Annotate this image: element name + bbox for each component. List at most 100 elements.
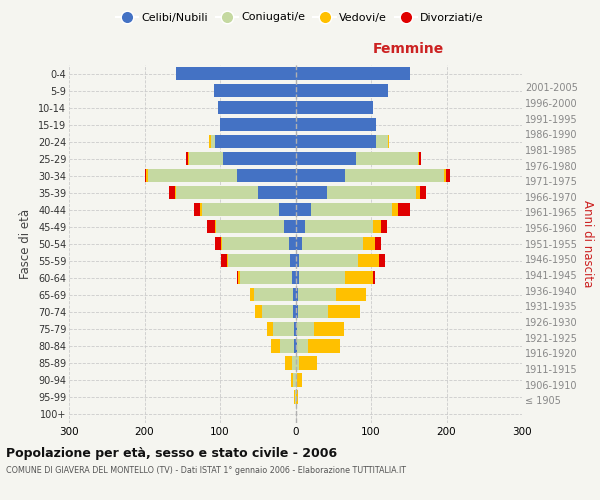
Bar	[236, 271, 238, 284]
Bar	[344, 271, 373, 284]
Bar	[416, 186, 420, 200]
Bar	[398, 203, 410, 216]
Bar	[373, 220, 381, 234]
Y-axis label: Anni di nascita: Anni di nascita	[581, 200, 595, 288]
Bar	[446, 169, 449, 182]
Bar	[189, 152, 223, 166]
Bar	[296, 118, 376, 131]
Bar	[296, 169, 344, 182]
Bar	[375, 237, 381, 250]
Bar	[295, 390, 296, 404]
Bar	[215, 237, 221, 250]
Bar	[236, 169, 296, 182]
Bar	[379, 254, 385, 268]
Bar	[293, 305, 296, 318]
Bar	[279, 203, 296, 216]
Bar	[209, 135, 211, 148]
Bar	[238, 271, 241, 284]
Bar	[420, 186, 426, 200]
Bar	[169, 186, 175, 200]
Bar	[296, 322, 297, 336]
Bar	[444, 169, 446, 182]
Bar	[280, 340, 294, 352]
Bar	[202, 203, 279, 216]
Bar	[296, 305, 298, 318]
Bar	[296, 340, 297, 352]
Bar	[292, 271, 296, 284]
Bar	[186, 152, 188, 166]
Bar	[298, 305, 328, 318]
Bar	[207, 220, 215, 234]
Bar	[297, 340, 308, 352]
Bar	[418, 152, 419, 166]
Bar	[215, 220, 216, 234]
Bar	[305, 220, 373, 234]
Bar	[358, 254, 379, 268]
Bar	[296, 288, 298, 302]
Bar	[314, 322, 344, 336]
Bar	[376, 135, 388, 148]
Bar	[292, 356, 296, 370]
Bar	[148, 169, 236, 182]
Bar	[220, 118, 296, 131]
Bar	[218, 101, 296, 114]
Bar	[419, 152, 421, 166]
Bar	[381, 220, 387, 234]
Bar	[296, 390, 298, 404]
Bar	[296, 186, 327, 200]
Bar	[250, 288, 254, 302]
Bar	[273, 322, 294, 336]
Bar	[293, 374, 296, 386]
Bar	[222, 237, 289, 250]
Bar	[299, 356, 317, 370]
Bar	[289, 237, 296, 250]
Bar	[290, 254, 296, 268]
Bar	[176, 67, 296, 80]
Bar	[388, 135, 389, 148]
Bar	[311, 203, 392, 216]
Bar	[296, 254, 299, 268]
Bar	[302, 237, 364, 250]
Bar	[175, 186, 176, 200]
Bar	[356, 152, 418, 166]
Bar	[221, 237, 222, 250]
Bar	[176, 186, 258, 200]
Bar	[145, 169, 146, 182]
Bar	[299, 254, 358, 268]
Text: COMUNE DI GIAVERA DEL MONTELLO (TV) - Dati ISTAT 1° gennaio 2006 - Elaborazione : COMUNE DI GIAVERA DEL MONTELLO (TV) - Da…	[6, 466, 406, 475]
Text: Popolazione per età, sesso e stato civile - 2006: Popolazione per età, sesso e stato civil…	[6, 448, 337, 460]
Bar	[328, 305, 359, 318]
Bar	[254, 288, 293, 302]
Bar	[296, 152, 356, 166]
Bar	[227, 254, 229, 268]
Bar	[296, 356, 299, 370]
Bar	[241, 271, 292, 284]
Bar	[297, 322, 314, 336]
Bar	[211, 135, 215, 148]
Bar	[296, 203, 311, 216]
Bar	[146, 169, 148, 182]
Bar	[294, 340, 296, 352]
Bar	[267, 322, 273, 336]
Bar	[297, 374, 302, 386]
Text: Femmine: Femmine	[373, 42, 445, 56]
Bar	[298, 288, 335, 302]
Bar	[293, 288, 296, 302]
Bar	[392, 203, 398, 216]
Bar	[296, 84, 388, 97]
Bar	[294, 322, 296, 336]
Bar	[188, 152, 189, 166]
Bar	[284, 220, 296, 234]
Bar	[296, 67, 410, 80]
Bar	[216, 220, 284, 234]
Bar	[215, 135, 296, 148]
Bar	[229, 254, 290, 268]
Bar	[296, 101, 373, 114]
Bar	[296, 374, 297, 386]
Bar	[256, 305, 262, 318]
Bar	[194, 203, 200, 216]
Bar	[271, 340, 280, 352]
Bar	[296, 271, 299, 284]
Bar	[214, 84, 296, 97]
Bar	[296, 220, 305, 234]
